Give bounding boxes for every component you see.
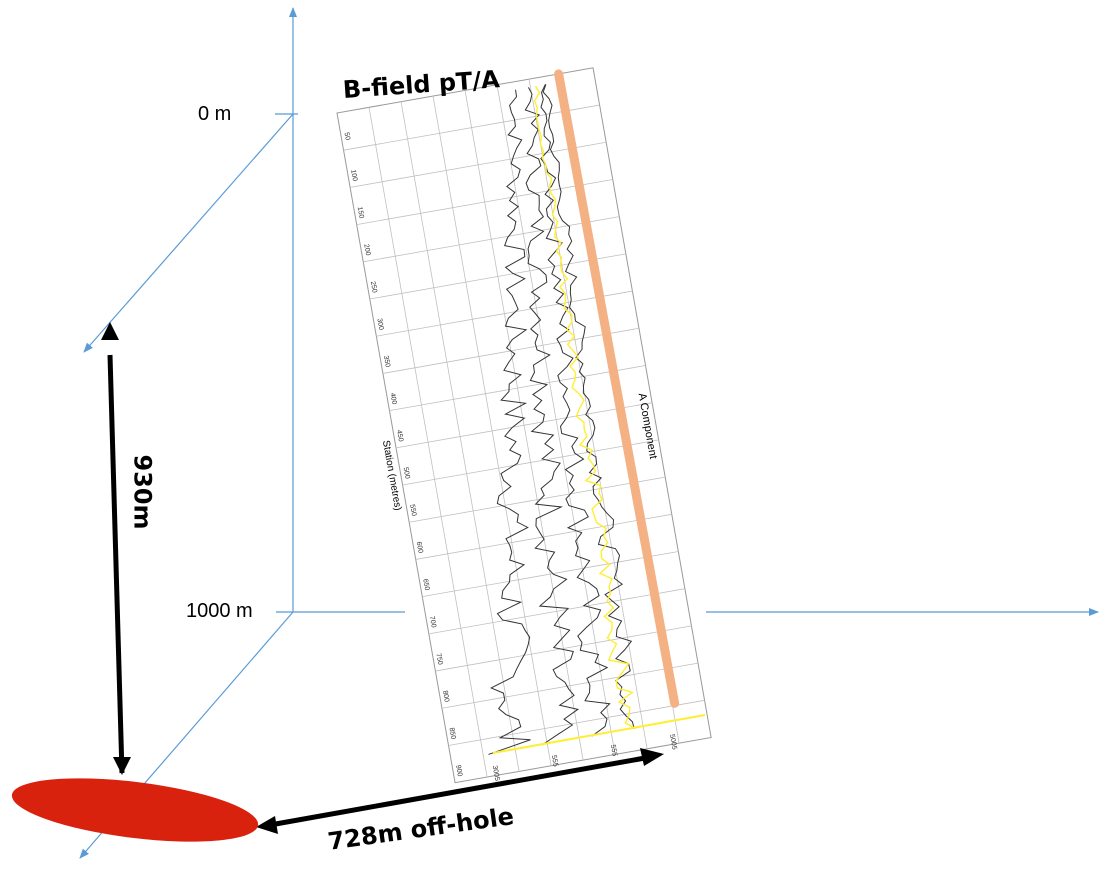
grid-col-line — [368, 107, 488, 778]
bottom-tick-label: 555 — [609, 744, 618, 757]
depth-axis-top — [83, 113, 294, 353]
station-tick-label: 150 — [356, 206, 365, 219]
station-tick-label: 200 — [362, 244, 371, 257]
station-tick-label: 50 — [343, 132, 351, 141]
bfield-trace — [488, 89, 531, 755]
depth-label-top: 0 m — [198, 103, 232, 125]
grid-col-line — [432, 95, 552, 766]
plot-grid — [343, 73, 705, 778]
bfield-trace — [524, 87, 580, 746]
offhole-arrow-head-right — [640, 748, 664, 766]
vertical-distance-label: 930m — [128, 454, 157, 530]
station-tick-label: 650 — [421, 578, 430, 591]
grid-col-line — [528, 79, 648, 749]
offhole-distance-arrow — [269, 755, 646, 828]
station-tick-label: 250 — [369, 281, 378, 294]
bfield-trace — [533, 85, 636, 730]
bfield-plot: 50 100 150 200 250 300 350 400 450 500 550 600 650 70… — [336, 67, 712, 784]
station-tick-label: 450 — [395, 430, 404, 443]
vertical-distance-arrow — [107, 354, 125, 774]
station-tick-label: 100 — [349, 169, 358, 182]
grid-col-line — [400, 101, 520, 772]
station-tick-label: 500 — [402, 467, 411, 480]
axes-group — [79, 7, 1099, 859]
yellow-guide-line — [492, 714, 706, 754]
bfield-trace — [540, 84, 611, 737]
grid-col-line — [496, 84, 616, 755]
station-tick-label: 700 — [428, 616, 437, 629]
bfield-trace — [542, 84, 635, 729]
station-tick-label: 750 — [434, 653, 443, 666]
station-tick-label: 300 — [375, 318, 384, 331]
grid-col-line — [464, 90, 584, 761]
orange-component-line — [554, 69, 680, 708]
station-tick-label: 550 — [408, 504, 417, 517]
plot-traces — [488, 84, 636, 755]
bottom-tick-label: 5005 — [668, 734, 678, 751]
station-tick-label: 350 — [382, 355, 391, 368]
bottom-tick-label: 555 — [550, 755, 559, 768]
offhole-arrow-head-left — [256, 816, 278, 834]
conductor-target — [11, 778, 259, 842]
station-tick-label: 800 — [441, 690, 450, 703]
station-tick-label: 850 — [448, 727, 457, 740]
vertical-arrow-head-top — [101, 322, 119, 340]
plot-ticks: 50 100 150 200 250 300 350 400 450 500 550 600 650 70… — [343, 132, 678, 782]
depth-label-bottom: 1000 m — [186, 600, 253, 622]
vertical-arrow-head-bottom — [113, 757, 131, 775]
bottom-tick-label: 3005 — [491, 765, 501, 782]
station-tick-label: 900 — [454, 764, 463, 777]
station-tick-label: 600 — [415, 541, 424, 554]
station-tick-label: 400 — [388, 392, 397, 405]
